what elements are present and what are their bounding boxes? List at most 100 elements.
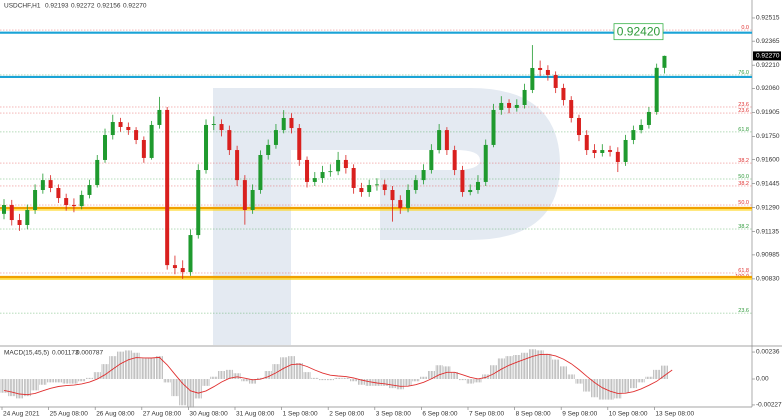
fib-label: 50.0 xyxy=(738,200,749,206)
candle-body xyxy=(110,122,115,136)
candle-body xyxy=(507,102,512,108)
candle-body xyxy=(646,111,651,125)
candle-body xyxy=(242,180,247,210)
candle-body xyxy=(336,159,341,172)
candle-body xyxy=(437,130,442,151)
candle-body xyxy=(576,117,581,136)
x-tick-label: 10 Sep 08:00 xyxy=(609,411,648,418)
candle-body xyxy=(258,155,263,190)
y-tick-label: 0.91905 xyxy=(756,109,780,116)
candle-body xyxy=(305,159,310,182)
candle-body xyxy=(56,187,61,199)
candle-body xyxy=(95,159,100,186)
fib-label: 61.8 xyxy=(738,127,749,133)
candle-body xyxy=(452,150,457,171)
candle-body xyxy=(227,130,232,151)
candle-body xyxy=(172,265,177,269)
candle-body xyxy=(561,87,566,101)
candle-body xyxy=(522,89,527,105)
x-tick-label: 26 Aug 08:00 xyxy=(96,411,135,418)
ohlc-close: 0.92270 xyxy=(123,3,147,10)
candle-body xyxy=(514,104,519,108)
candle-body xyxy=(281,117,286,131)
x-tick-label: 30 Aug 08:00 xyxy=(189,411,228,418)
macd-value: 0.001173 xyxy=(52,350,79,357)
candle-body xyxy=(40,180,45,190)
fib-label: 38.2 xyxy=(738,158,749,164)
candle-body xyxy=(374,184,379,186)
x-tick-label: 31 Aug 08:00 xyxy=(236,411,275,418)
candle-body xyxy=(639,124,644,131)
candle-body xyxy=(17,220,22,225)
x-tick-label: 24 Aug 2021 xyxy=(3,411,40,418)
candle-body xyxy=(273,130,278,145)
fib-label: 50.0 xyxy=(738,174,749,180)
y-tick-label: 0.92515 xyxy=(756,15,780,22)
candle-body xyxy=(413,180,418,190)
candle-body xyxy=(553,74,558,88)
candle-body xyxy=(126,126,131,131)
candle-body xyxy=(608,150,613,152)
candle-body xyxy=(429,150,434,171)
candle-body xyxy=(149,124,154,158)
candle-body xyxy=(266,144,271,156)
candle-body xyxy=(398,200,403,208)
x-tick-label: 2 Sep 08:00 xyxy=(329,411,364,418)
candle-body xyxy=(134,130,139,140)
candle-body xyxy=(297,128,302,160)
candle-body xyxy=(250,189,255,210)
candle-body xyxy=(600,150,605,153)
plot-background xyxy=(0,0,752,407)
candle-body xyxy=(165,109,170,266)
fib-label: 0.0 xyxy=(741,25,749,31)
y-tick-label: 0.00236 xyxy=(756,349,780,356)
ohlc-high: 0.92272 xyxy=(71,3,95,10)
fib-label: 38.2 xyxy=(738,224,749,230)
signal-value: 0.000787 xyxy=(76,350,103,357)
candle-body xyxy=(235,150,240,181)
candle-body xyxy=(196,170,201,236)
candle-body xyxy=(118,122,123,127)
candle-body xyxy=(71,205,76,207)
watermark-stem xyxy=(213,88,291,345)
level-label-box xyxy=(613,23,664,41)
candle-body xyxy=(211,124,216,125)
x-tick-label: 25 Aug 08:00 xyxy=(50,411,89,418)
candle-body xyxy=(623,139,628,162)
candle-body xyxy=(219,124,224,131)
x-tick-label: 9 Sep 08:00 xyxy=(562,411,597,418)
y-tick-label: 0.90830 xyxy=(756,276,780,283)
current-price-label: 0.92270 xyxy=(756,53,780,60)
ohlc-open: 0.92193 xyxy=(45,3,69,10)
level-label: 0.92420 xyxy=(617,24,661,38)
x-tick-label: 6 Sep 08:00 xyxy=(422,411,457,418)
candle-body xyxy=(289,117,294,129)
y-tick-label: 0.92210 xyxy=(756,62,780,69)
candle-body xyxy=(2,205,6,214)
candle-body xyxy=(460,170,465,193)
candle-body xyxy=(79,194,84,207)
y-tick-label: 0.91445 xyxy=(756,180,780,187)
y-tick-label: 0.91135 xyxy=(756,228,779,235)
y-tick-label: 0.00 xyxy=(756,376,769,383)
candle-body xyxy=(180,268,185,273)
candle-body xyxy=(584,135,589,151)
candle-body xyxy=(468,189,473,193)
candle-body xyxy=(569,100,574,118)
candle-body xyxy=(9,205,14,221)
candle-body xyxy=(662,55,667,68)
candle-body xyxy=(25,209,30,225)
fib-label: 23.6 xyxy=(738,308,749,314)
y-tick-label: 0.92060 xyxy=(756,85,780,92)
candle-body xyxy=(491,109,496,145)
y-tick-label: -0.00227 xyxy=(756,402,782,409)
fib-label: 61.8 xyxy=(738,268,749,274)
candle-body xyxy=(421,170,426,181)
macd-title: MACD(15,45,5) xyxy=(4,350,49,357)
candle-body xyxy=(343,159,348,169)
candle-body xyxy=(359,187,364,193)
candle-body xyxy=(312,178,317,182)
candle-body xyxy=(87,185,92,195)
candle-body xyxy=(33,189,38,210)
